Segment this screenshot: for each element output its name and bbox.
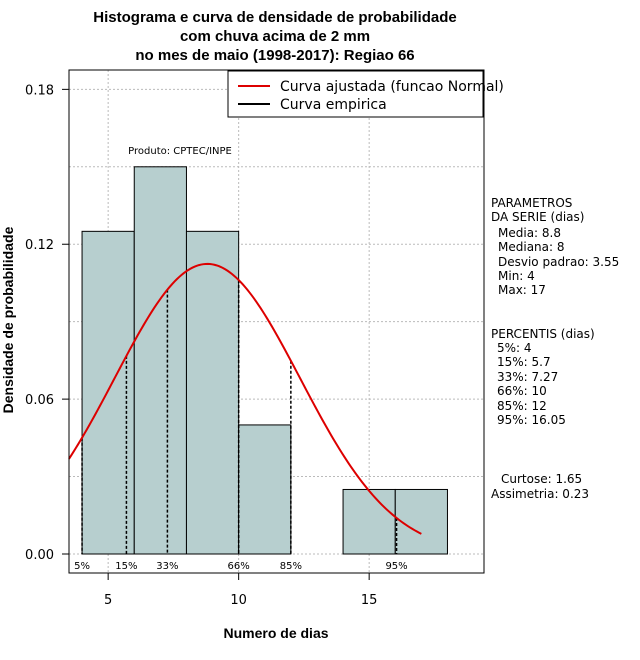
- shape-stats-panel: Curtose: 1.65 Assimetria: 0.23: [491, 472, 589, 501]
- y-tick-label-0: 0.00: [25, 548, 54, 563]
- legend-box: [227, 70, 484, 118]
- y-tick-label-2: 0.12: [25, 238, 54, 253]
- x-tick-label-10: 10: [230, 593, 247, 608]
- param-max: Max: 17: [498, 283, 546, 297]
- histogram-bars: [81, 166, 448, 555]
- histogram-bar-5: [342, 488, 396, 555]
- title-line-2: com chuva acima de 2 mm: [180, 28, 370, 45]
- percentile-label-1: 15%: [115, 561, 137, 572]
- percentil-95: 95%: 16.05: [497, 413, 566, 427]
- param-media: Media: 8.8: [498, 226, 561, 240]
- parametros-title-1: PARAMETROS: [491, 196, 572, 210]
- percentile-label-5: 95%: [385, 561, 407, 572]
- stat-curtose: Curtose: 1.65: [501, 472, 582, 486]
- percentis-panel: PERCENTIS (dias) 5%: 4 15%: 5.7 33%: 7.2…: [491, 327, 595, 427]
- percentile-label-3: 66%: [228, 561, 250, 572]
- histogram-bar-2: [185, 230, 240, 555]
- parametros-panel: PARAMETROS DA SERIE (dias) Media: 8.8 Me…: [491, 196, 619, 297]
- title-line-1: Histograma e curva de densidade de proba…: [93, 9, 456, 26]
- percentile-lines: 5% 15% 33% 66% 85% 95%: [74, 280, 408, 572]
- title-line-3: no mes de maio (1998-2017): Regiao 66: [135, 47, 414, 64]
- param-desvio: Desvio padrao: 3.55: [498, 255, 619, 269]
- histogram-bar-3: [238, 424, 292, 555]
- plot-frame: [68, 69, 485, 574]
- x-tick-label-15: 15: [361, 593, 378, 608]
- x-axis-label: Numero de dias: [223, 625, 328, 641]
- y-tick-label-3: 0.18: [25, 83, 54, 98]
- normal-curve: [68, 262, 422, 535]
- legend-label-normal: Curva ajustada (funcao Normal): [280, 79, 504, 95]
- param-mediana: Mediana: 8: [498, 240, 565, 254]
- percentil-33: 33%: 7.27: [497, 370, 558, 384]
- legend: Curva ajustada (funcao Normal) Curva emp…: [227, 70, 504, 118]
- product-annotation: Produto: CPTEC/INPE: [128, 146, 232, 157]
- percentile-label-0: 5%: [74, 561, 90, 572]
- percentil-15: 15%: 5.7: [497, 355, 551, 369]
- histogram-bar-1: [133, 166, 187, 555]
- axes: 5 10 15 0.00 0.06 0.12 0.18: [25, 83, 377, 608]
- histogram-bar-6: [394, 488, 448, 555]
- y-axis-label: Densidade de probabilidade: [0, 226, 16, 413]
- percentil-5: 5%: 4: [497, 341, 532, 355]
- percentil-85: 85%: 12: [497, 399, 547, 413]
- x-tick-label-5: 5: [104, 593, 112, 608]
- percentil-66: 66%: 10: [497, 384, 547, 398]
- percentis-title: PERCENTIS (dias): [491, 327, 595, 341]
- percentile-label-4: 85%: [280, 561, 302, 572]
- percentile-label-2: 33%: [156, 561, 178, 572]
- param-min: Min: 4: [498, 269, 535, 283]
- histogram-bar-0: [81, 230, 135, 555]
- legend-label-empirical: Curva empirica: [280, 97, 387, 113]
- parametros-title-2: DA SERIE (dias): [491, 210, 584, 224]
- stat-assimetria: Assimetria: 0.23: [491, 487, 589, 501]
- chart-title: Histograma e curva de densidade de proba…: [93, 9, 456, 64]
- y-tick-label-1: 0.06: [25, 393, 54, 408]
